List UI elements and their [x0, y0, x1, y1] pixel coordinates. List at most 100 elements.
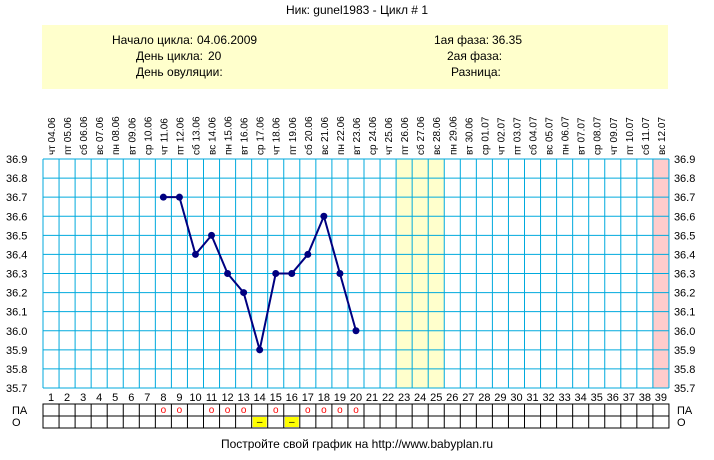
date-label: сб 27.06	[415, 116, 427, 155]
day-number-label: 27	[462, 392, 474, 404]
date-label: вс 07.06	[95, 117, 106, 155]
date-label: чт 11.06	[159, 118, 170, 155]
date-label: ср 24.06	[368, 116, 379, 155]
date-label: сб 20.06	[303, 116, 315, 155]
day-number-label: 18	[318, 392, 330, 404]
temperature-point	[175, 193, 183, 201]
day-number-label: 5	[112, 392, 118, 404]
y-tick-label-right: 36.2	[674, 288, 695, 300]
o-mark: –	[257, 417, 263, 428]
day-number-label: 13	[238, 392, 250, 404]
nick-label: Ник:	[285, 3, 310, 17]
day-number-label: 12	[221, 392, 233, 404]
day-number-label: 39	[655, 392, 667, 404]
y-tick-label-left: 36.3	[6, 269, 27, 281]
phase2-label: 2ая фаза:	[447, 49, 503, 63]
day-number-label: 2	[64, 392, 70, 404]
y-tick-label-right: 35.7	[674, 383, 695, 395]
day-number-label: 33	[559, 392, 571, 404]
date-label: вт 23.06	[352, 117, 363, 155]
pa-mark: o	[321, 405, 327, 416]
date-label: сб 11.07	[640, 117, 652, 155]
day-number-label: 6	[128, 392, 134, 404]
y-tick-label-left: 36.2	[6, 288, 27, 300]
date-label: ср 10.06	[143, 116, 154, 155]
day-number-label: 34	[575, 392, 587, 404]
date-label: чт 18.06	[272, 117, 283, 155]
date-label: вт 30.06	[464, 117, 475, 155]
temperature-point	[352, 327, 360, 335]
y-tick-label-left: 36.8	[6, 173, 27, 185]
y-tick-label-left: 36.7	[6, 192, 27, 204]
pa-mark: o	[273, 405, 279, 416]
day-number-label: 1	[48, 392, 54, 404]
temperature-point	[304, 250, 312, 258]
pa-mark: o	[209, 405, 215, 416]
day-number-label: 21	[366, 392, 378, 404]
date-label: пн 22.06	[336, 116, 347, 155]
date-label: чт 02.07	[496, 117, 507, 155]
day-number-label: 23	[398, 392, 410, 404]
temperature-point	[288, 270, 296, 277]
y-tick-label-right: 36.0	[674, 326, 695, 338]
date-label: пн 29.06	[448, 116, 459, 155]
day-number-label: 14	[254, 392, 266, 404]
day-number-label: 8	[160, 392, 166, 404]
date-label: вт 09.06	[127, 117, 138, 155]
y-tick-label-left: 36.0	[6, 326, 27, 338]
pa-mark: o	[337, 405, 343, 416]
footer-link-text: Постройте свой график на http://www.baby…	[220, 437, 494, 451]
date-label: вт 07.07	[577, 117, 588, 155]
temperature-point	[320, 212, 328, 220]
y-tick-label-right: 36.3	[674, 269, 695, 281]
cycle-start-value: 04.06.2009	[197, 33, 258, 47]
date-label: вт 16.06	[240, 117, 251, 155]
date-label: вс 21.06	[320, 117, 331, 155]
day-number-label: 38	[639, 392, 651, 404]
pa-mark: o	[353, 405, 359, 416]
phase1-value: 36.35	[492, 33, 523, 47]
date-label: сб 04.07	[528, 116, 540, 155]
y-tick-label-right: 35.8	[674, 364, 695, 376]
date-label: вс 05.07	[545, 117, 556, 155]
y-tick-label-right: 35.9	[674, 345, 695, 357]
y-tick-label-right: 36.9	[674, 154, 695, 166]
date-label: вс 28.06	[432, 117, 443, 155]
cycle-label: Цикл #	[380, 3, 418, 17]
row-label-pa-left: ПА	[12, 405, 28, 417]
row-label-o-left: О	[12, 417, 21, 429]
temperature-point	[191, 250, 199, 258]
temperature-point	[224, 270, 232, 277]
day-number-label: 29	[494, 392, 506, 404]
date-label: вс 14.06	[208, 117, 219, 155]
cycle-start-label: Начало цикла:	[112, 33, 194, 47]
date-label: ср 01.07	[480, 116, 491, 155]
date-label: сб 13.06	[190, 116, 202, 155]
y-tick-label-left: 36.5	[6, 230, 27, 242]
temperature-point	[240, 289, 248, 297]
day-number-label: 24	[414, 392, 426, 404]
difference-label: Разница:	[451, 65, 501, 79]
day-number-label: 19	[334, 392, 346, 404]
row-label-pa-right: ПА	[677, 405, 693, 417]
phase1-label: 1ая фаза:	[434, 33, 490, 47]
o-mark-cell	[284, 417, 299, 427]
day-number-label: 22	[382, 392, 394, 404]
date-label: пт 26.06	[400, 117, 411, 155]
date-label: пн 15.06	[224, 116, 235, 155]
day-number-label: 30	[510, 392, 522, 404]
date-label: чт 25.06	[384, 117, 395, 155]
day-number-label: 3	[80, 392, 86, 404]
day-number-label: 11	[206, 392, 217, 404]
day-number-label: 35	[591, 392, 603, 404]
temperature-point	[336, 270, 344, 277]
day-number-label: 4	[96, 392, 102, 404]
day-number-label: 15	[270, 392, 282, 404]
y-tick-label-right: 36.5	[674, 230, 695, 242]
pa-mark: o	[225, 405, 231, 416]
day-number-label: 9	[176, 392, 182, 404]
date-label: пн 06.07	[561, 116, 572, 155]
day-number-label: 17	[302, 392, 314, 404]
y-tick-label-right: 36.1	[674, 307, 695, 319]
temperature-point	[256, 346, 264, 354]
